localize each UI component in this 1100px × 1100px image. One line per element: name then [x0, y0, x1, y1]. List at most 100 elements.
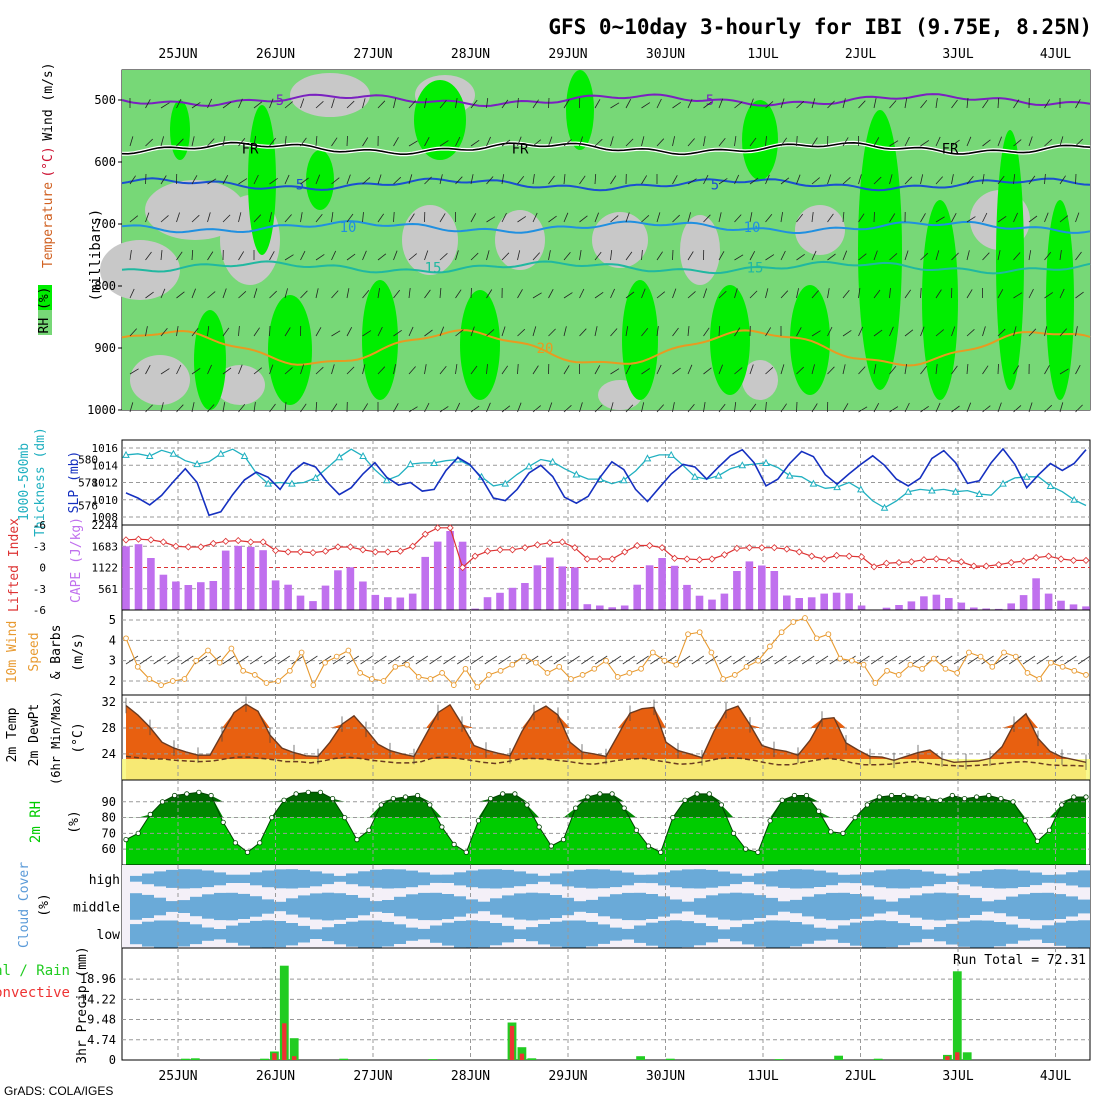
thickness-point	[999, 479, 1007, 487]
y-axis-label-2: (%)	[37, 893, 52, 916]
wind-point	[954, 670, 961, 676]
lifted-point	[371, 548, 379, 556]
rh2-point	[682, 797, 688, 803]
wind-barb	[284, 367, 293, 375]
wind-barb	[873, 329, 883, 337]
wind-point	[205, 647, 211, 654]
wind-point	[298, 649, 305, 656]
cloud-block	[658, 896, 670, 917]
wind-barb	[687, 291, 696, 299]
wind-barb	[563, 212, 569, 223]
cape-bar	[396, 597, 405, 610]
contour-label: 10	[744, 220, 761, 236]
contour-label: FR	[242, 141, 259, 157]
cape-bar	[172, 581, 180, 610]
cape-bar	[234, 545, 242, 610]
precip-total-bar	[962, 1052, 972, 1060]
wind-barb	[625, 212, 630, 223]
wind-barb	[387, 655, 401, 665]
y-axis-label-left: 1000-500mb	[17, 443, 32, 521]
thickness-point	[1070, 495, 1078, 503]
wind-barb	[1059, 175, 1066, 185]
wind-barb	[935, 98, 938, 109]
cloud-block	[574, 901, 586, 912]
wind-barb	[145, 173, 147, 185]
wind-barb	[548, 328, 556, 337]
wind-barb	[360, 655, 373, 665]
wind-barb	[780, 250, 786, 261]
wind-barb	[470, 252, 479, 261]
cape-bar	[1057, 600, 1065, 610]
cloud-block	[202, 870, 214, 888]
wind-barb	[966, 216, 976, 223]
wind-point	[661, 657, 668, 664]
cloud-block	[526, 927, 538, 942]
rh2-point	[159, 799, 166, 805]
wind-barb	[222, 175, 229, 185]
wind-barb	[145, 138, 153, 147]
wind-barb	[300, 177, 309, 185]
lifted-point	[1032, 554, 1040, 562]
wind-barb	[315, 101, 324, 109]
wind-barb	[191, 175, 198, 185]
cloud-block	[1066, 896, 1078, 917]
wind-barb	[966, 289, 973, 299]
wind-barb	[393, 98, 397, 109]
wind-barb	[207, 291, 216, 299]
cloud-block	[682, 901, 694, 912]
wind-barb	[718, 290, 727, 299]
wind-barb	[873, 137, 880, 147]
wind-barb	[687, 364, 693, 375]
rh2-point	[718, 802, 725, 808]
wind-point	[930, 655, 937, 662]
wind-barb	[563, 292, 573, 299]
thickness-point	[762, 458, 770, 466]
wind-barb	[222, 655, 235, 665]
thickness-point	[833, 483, 841, 491]
thickness-point	[691, 472, 699, 480]
precip-total-bar	[289, 1038, 299, 1060]
legend-rh-swatch-mid	[38, 310, 52, 335]
wind-barb	[269, 325, 271, 337]
wind-barb	[1059, 402, 1064, 413]
lifted-point	[858, 553, 866, 561]
rh2-point	[973, 794, 980, 800]
wind-barb	[718, 251, 725, 261]
wind-barb	[393, 364, 396, 375]
cape-bar	[994, 608, 1003, 610]
wind-point	[790, 619, 797, 625]
wind-barb	[579, 136, 583, 147]
y-tick-label: 24	[102, 747, 116, 761]
wind-barb	[253, 136, 256, 147]
wind-point	[884, 667, 890, 674]
cape-bar	[1069, 604, 1078, 610]
wind-barb	[160, 175, 167, 185]
wind-barb	[842, 289, 850, 299]
wind-barb	[904, 98, 908, 109]
contour-label: 20	[537, 341, 554, 357]
wind-point	[649, 649, 656, 656]
wind-barb	[982, 326, 986, 337]
wind-barb	[269, 403, 276, 413]
wind-barb	[939, 655, 953, 665]
wind-barb	[749, 177, 759, 185]
wind-barb	[548, 250, 551, 261]
wind-point	[802, 615, 808, 621]
wind-barb	[966, 176, 974, 185]
cape-bar	[408, 593, 417, 610]
wind-barb	[429, 655, 442, 665]
wind-barb	[966, 363, 969, 375]
y-tick-label: 9.48	[87, 1013, 116, 1027]
wind-barb	[362, 250, 367, 261]
cloud-block	[898, 869, 910, 889]
wind-barb	[315, 135, 318, 147]
wind-barb	[1013, 292, 1023, 299]
cloud-block	[634, 925, 646, 943]
wind-point	[1083, 672, 1089, 678]
cloud-block	[502, 925, 514, 943]
wind-barb	[315, 254, 325, 261]
y-tick-label-left: -3	[33, 583, 46, 596]
wind-barb	[858, 100, 866, 109]
cloud-block	[370, 869, 382, 888]
wind-barb	[718, 325, 721, 337]
